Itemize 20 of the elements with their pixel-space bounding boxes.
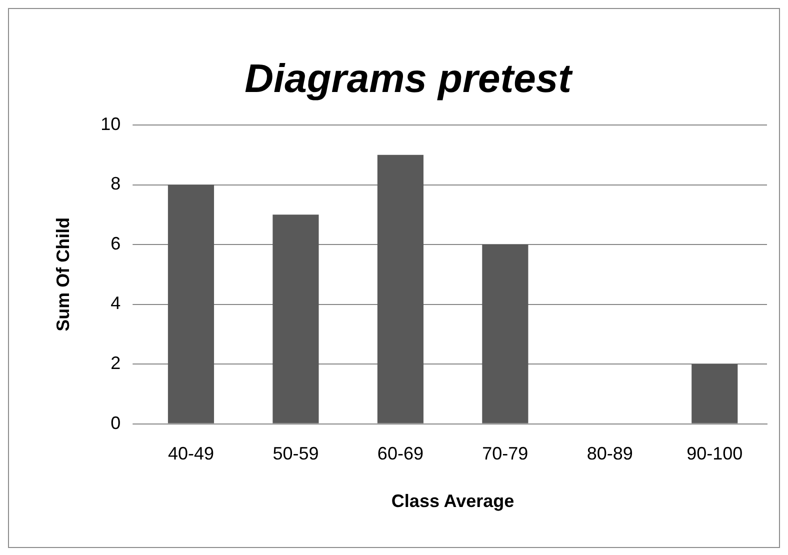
chart-title: Diagrams pretest — [244, 57, 574, 102]
y-tick-label: 0 — [110, 412, 121, 433]
x-tick-label: 90-100 — [686, 444, 743, 464]
x-tick-label: 80-89 — [586, 444, 633, 464]
x-tick-label: 50-59 — [272, 444, 319, 464]
y-tick-label: 4 — [110, 293, 121, 314]
x-tick-label: 60-69 — [377, 444, 424, 464]
x-tick-label: 40-49 — [168, 444, 214, 464]
x-tick-label: 70-79 — [482, 444, 528, 464]
bar — [692, 364, 738, 424]
bar — [377, 154, 424, 424]
y-tick-label: 6 — [110, 233, 121, 254]
bar — [482, 244, 528, 424]
y-tick-label: 2 — [110, 353, 121, 374]
bar — [272, 214, 319, 424]
y-axis-title: Sum Of Child — [52, 217, 73, 332]
y-tick-label: 8 — [110, 174, 121, 194]
bar — [168, 184, 214, 424]
x-axis-title: Class Average — [391, 491, 514, 512]
y-tick-label: 10 — [100, 114, 121, 134]
